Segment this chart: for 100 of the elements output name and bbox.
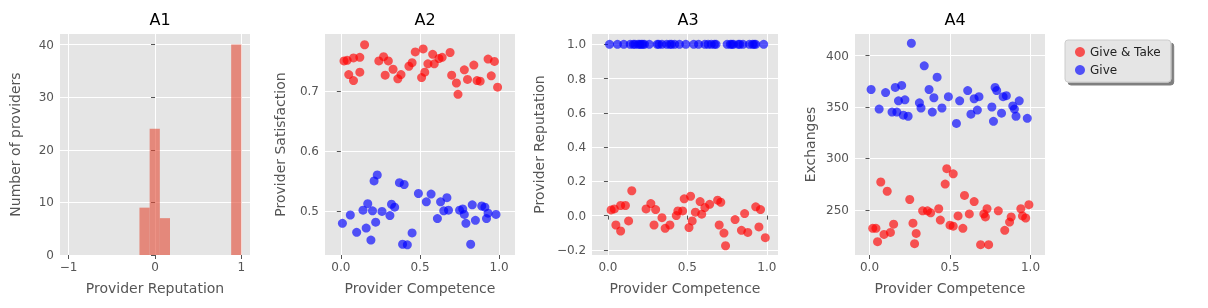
y-tick-label: 0.4: [566, 140, 587, 155]
chart-title: A4: [944, 9, 966, 29]
point: [436, 197, 446, 207]
point: [399, 180, 409, 190]
x-tick-label: 0.5: [940, 260, 960, 274]
point: [681, 39, 691, 49]
point: [349, 76, 358, 86]
point: [447, 70, 457, 80]
point: [910, 239, 920, 249]
point: [390, 202, 400, 212]
point: [426, 189, 436, 199]
point: [352, 227, 362, 237]
point: [469, 60, 479, 70]
point: [882, 186, 892, 196]
point: [644, 39, 654, 49]
x-tick-label: 0.5: [677, 260, 697, 274]
x-tick-label: −1: [59, 260, 78, 274]
point: [624, 216, 634, 226]
y-axis-title: Exchanges: [802, 106, 818, 183]
point: [605, 39, 615, 49]
point: [966, 109, 976, 119]
x-axis-title: Provider Competence: [874, 280, 1026, 296]
point: [470, 215, 480, 225]
point: [445, 48, 455, 58]
point: [646, 199, 656, 209]
point: [371, 217, 381, 227]
y-tick-label: 300: [826, 151, 849, 166]
point: [976, 240, 986, 250]
x-axis-title: Provider Reputation: [85, 280, 225, 296]
point: [418, 44, 428, 54]
point: [444, 205, 453, 215]
point: [627, 186, 637, 196]
point: [421, 197, 431, 207]
point: [486, 71, 496, 81]
point: [964, 209, 974, 219]
x-tick-label: 0.0: [331, 260, 351, 274]
point: [972, 105, 982, 115]
point: [1022, 113, 1032, 123]
point: [489, 56, 499, 66]
point: [948, 169, 958, 179]
point: [695, 197, 705, 207]
point: [383, 56, 393, 66]
x-tick-label: 1.0: [757, 260, 777, 274]
point: [889, 219, 899, 229]
y-tick-label: 0.0: [566, 208, 587, 223]
y-tick-label: 0.7: [299, 84, 319, 99]
point: [1006, 212, 1016, 222]
point: [407, 228, 417, 238]
point: [943, 92, 953, 102]
point: [937, 103, 947, 113]
y-axis-title: Provider Reputation: [531, 75, 547, 214]
point: [355, 52, 365, 62]
point: [940, 179, 950, 189]
point: [360, 40, 370, 50]
point: [361, 223, 371, 233]
point: [924, 85, 934, 94]
point: [926, 208, 936, 218]
point: [410, 47, 420, 57]
point: [451, 78, 461, 88]
point: [380, 70, 390, 80]
y-tick-label: 350: [826, 99, 849, 114]
point: [459, 65, 469, 75]
point: [934, 204, 944, 214]
point: [754, 222, 764, 232]
point: [916, 103, 926, 113]
point: [467, 200, 477, 210]
y-tick-label: 40: [38, 37, 54, 52]
point: [1011, 111, 1021, 121]
point: [1021, 213, 1031, 223]
point: [368, 206, 377, 216]
point: [942, 164, 952, 174]
point: [413, 188, 423, 198]
x-axis-title: Provider Competence: [609, 280, 761, 296]
point: [951, 118, 961, 128]
point: [935, 215, 945, 225]
point: [984, 240, 994, 250]
point: [997, 108, 1007, 118]
y-tick-label: 30: [38, 90, 54, 105]
point: [911, 228, 921, 238]
point: [363, 199, 373, 209]
point: [466, 239, 476, 249]
point: [906, 38, 916, 48]
point: [345, 210, 355, 220]
point: [963, 86, 973, 96]
x-tick-label: 1.0: [1020, 260, 1041, 274]
y-tick-label: 0.6: [299, 144, 319, 159]
x-axis-title: Provider Competence: [344, 280, 496, 296]
point: [873, 237, 883, 247]
y-tick-label: −0.2: [556, 242, 587, 257]
chart-title: A2: [414, 9, 436, 29]
point: [611, 220, 621, 230]
point: [988, 116, 998, 126]
point: [1014, 96, 1024, 106]
y-tick-label: 0.2: [566, 174, 587, 189]
point: [657, 213, 667, 223]
point: [714, 220, 724, 230]
y-tick-label: 1.0: [566, 37, 587, 52]
point: [1016, 204, 1026, 214]
x-tick-label: 1.0: [489, 260, 509, 274]
point: [1000, 225, 1010, 235]
